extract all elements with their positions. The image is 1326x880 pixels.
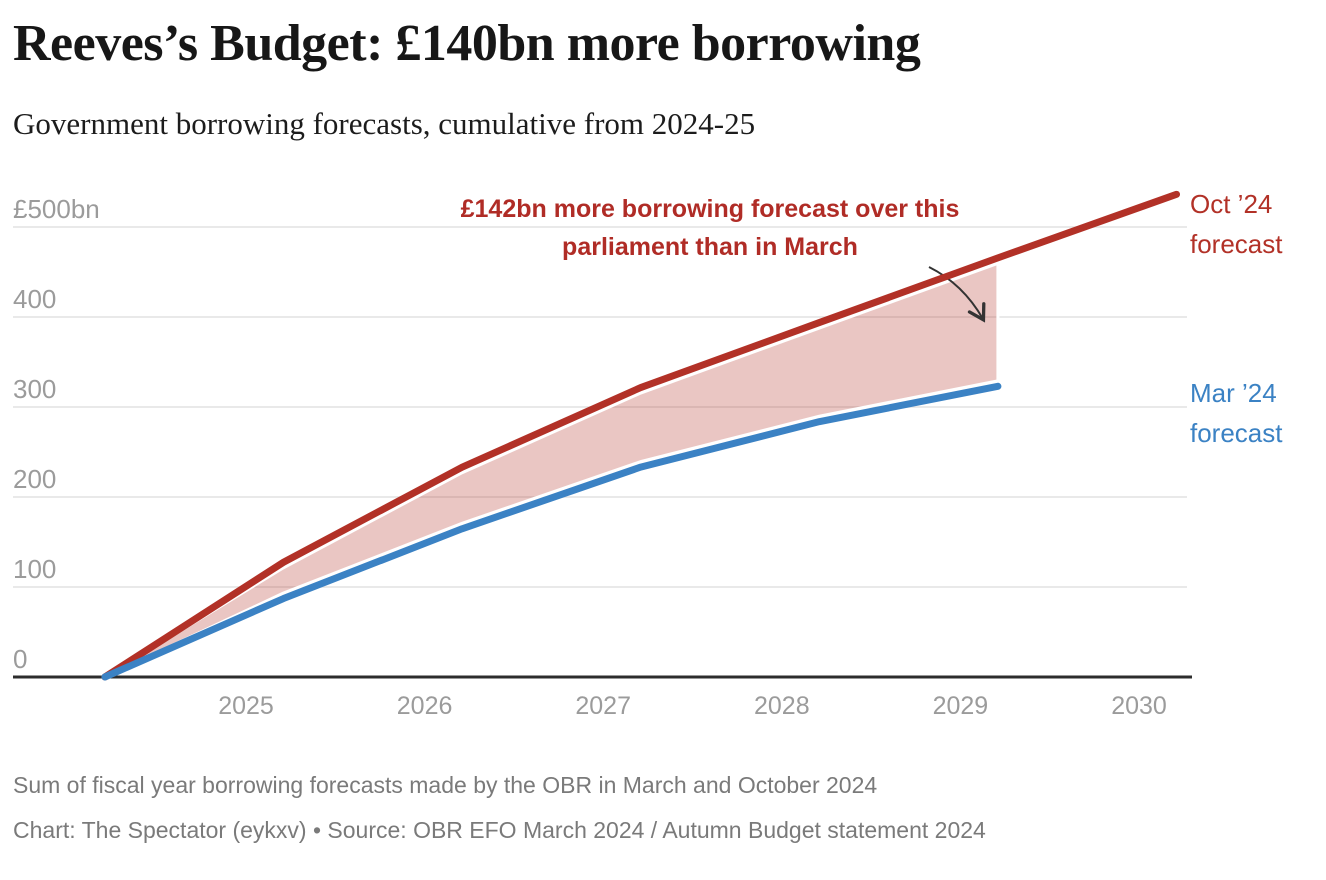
footer-credit: Chart: The Spectator (eykxv) • Source: O…	[13, 817, 986, 843]
y-tick-label: 100	[13, 554, 56, 584]
fill-between-area	[103, 261, 1000, 679]
x-tick-label: 2026	[397, 692, 453, 720]
annotation-line-1: £142bn more borrowing forecast over this	[460, 195, 960, 223]
x-tick-label: 2028	[754, 692, 810, 720]
legend-oct24-line-2: forecast	[1190, 229, 1283, 259]
legend-mar24-line-1: Mar ’24	[1190, 378, 1277, 408]
annotation-label: £142bn more borrowing forecast over this…	[390, 190, 1030, 266]
y-tick-label: 0	[13, 644, 27, 674]
legend-mar24-line-2: forecast	[1190, 418, 1283, 448]
chart-subtitle: Government borrowing forecasts, cumulati…	[13, 106, 756, 141]
y-tick-label: £500bn	[13, 194, 100, 224]
annotation-line-2: parliament than in March	[562, 233, 858, 261]
annotation-arrow	[928, 266, 986, 323]
y-tick-label: 300	[13, 374, 56, 404]
y-tick-label: 400	[13, 284, 56, 314]
page-title: Reeves’s Budget: £140bn more borrowing	[13, 15, 921, 72]
x-tick-label: 2027	[575, 692, 631, 720]
x-tick-label: 2025	[218, 692, 274, 720]
legend-oct24-line-1: Oct ’24	[1190, 189, 1273, 219]
legend-mar24-forecast: Mar ’24 forecast	[1190, 373, 1320, 453]
footer-note: Sum of fiscal year borrowing forecasts m…	[13, 772, 878, 798]
x-tick-label: 2029	[933, 692, 989, 720]
y-tick-label: 200	[13, 464, 56, 494]
series-line-oct24-forecast	[101, 190, 1181, 681]
legend-oct24-forecast: Oct ’24 forecast	[1190, 184, 1320, 264]
x-tick-label: 2030	[1111, 692, 1167, 720]
series-line-mar24-forecast	[101, 382, 1002, 681]
